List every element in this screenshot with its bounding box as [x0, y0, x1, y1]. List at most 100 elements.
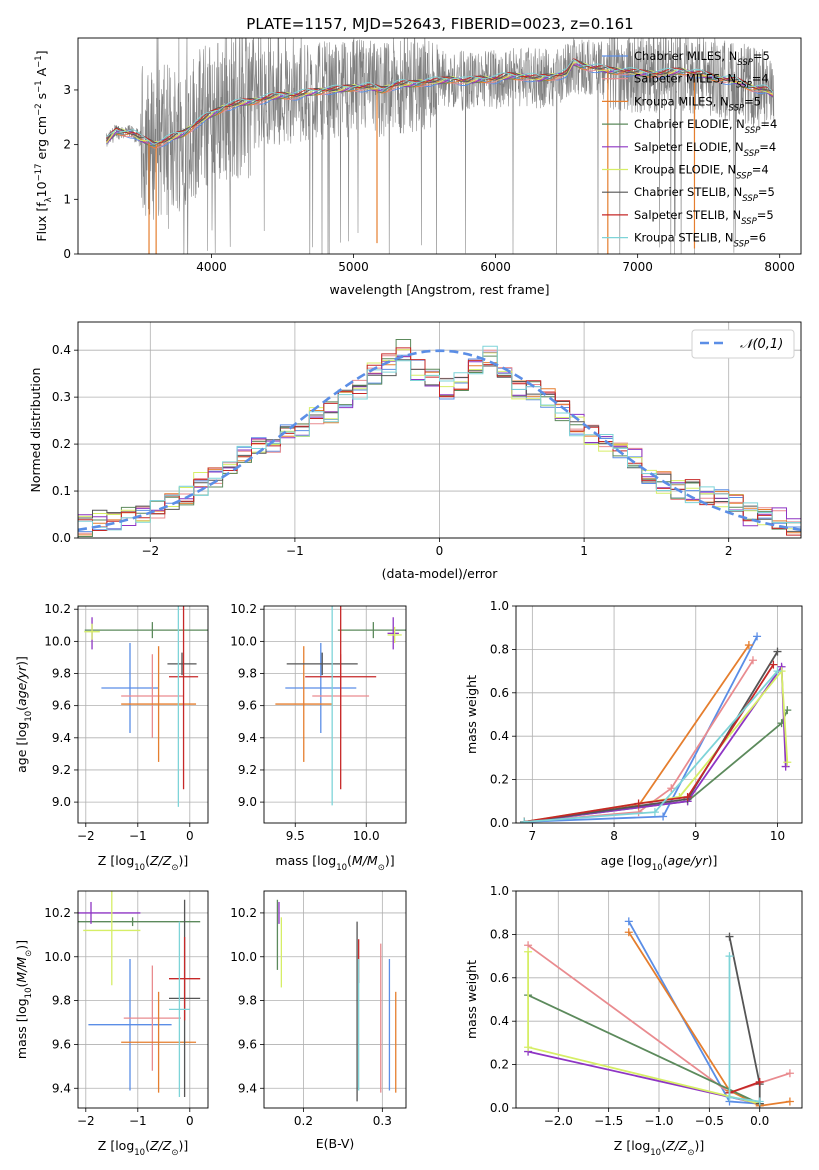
mass_vs_Z-y-axis-label-part: ⊙ [24, 950, 34, 957]
mass-weight-line [527, 951, 760, 1105]
mass-weight-marker [769, 660, 778, 669]
age_vs_mass-ytick-label: 10.0 [230, 634, 257, 648]
weight_vs_age-ytick-label: 0.2 [490, 773, 509, 787]
age_vs_Z-y-axis-label: age [log10(age/yr)] [14, 656, 34, 773]
mass_vs_ebv-x-axis-label: E(B-V) [316, 1136, 355, 1151]
age_vs_Z-xtick-label: −2 [77, 829, 95, 843]
mass_vs_ebv-ytick-label: 10.2 [230, 906, 257, 920]
mass-weight-line [524, 644, 750, 823]
mass_vs_Z-frame [77, 890, 209, 1109]
legend-entry-part: SSP [744, 149, 760, 159]
mass-weight-marker [785, 1097, 794, 1106]
mass-weight-marker [725, 1093, 734, 1102]
spectrum-xtick-label: 4000 [196, 260, 227, 274]
weight_vs_age-xtick-label: 7 [529, 829, 537, 843]
spectrum-xtick-label: 5000 [338, 260, 369, 274]
spectrum-y-axis-label-part: s [34, 93, 49, 104]
weight_vs_age-ytick-label: 1.0 [490, 599, 509, 613]
residuals-xtick-label: 0 [436, 544, 444, 558]
spectrum-xtick-label: 6000 [480, 260, 511, 274]
legend-entry: Chabrier ELODIE, NSSP=4 [634, 117, 777, 136]
legend-entry-part: Salpeter MILES, N [634, 72, 736, 86]
legend-entry-part: SSP [729, 103, 745, 113]
mass_vs_Z-xtick-label: −2 [77, 1114, 95, 1128]
residuals-ytick-label: 0.4 [52, 343, 71, 357]
spectrum-model-line [106, 63, 774, 148]
mass-weight-marker [755, 1077, 764, 1086]
age_vs_Z-marks [84, 606, 208, 807]
weight_vs_Z-x-axis-label-part: ( [661, 1138, 666, 1153]
mass_vs_ebv-marks [276, 899, 397, 1102]
spectrum-ytick-label: 3 [63, 83, 71, 97]
legend-entry: Kroupa MILES, NSSP=5 [634, 94, 761, 113]
gaussian-reference-curve [78, 349, 801, 532]
mass-weight-line [524, 664, 775, 823]
age_vs_Z-ytick-label: 10.2 [44, 602, 71, 616]
age_vs_Z-xtick-label: −1 [129, 829, 147, 843]
legend-entry: Kroupa STELIB, NSSP=6 [634, 231, 766, 250]
spectrum-y-axis-label-part: −1 [34, 55, 44, 68]
mass_vs_ebv-xtick-label: 0.2 [294, 1114, 313, 1128]
age_vs_Z-xtick-label: 0 [186, 829, 194, 843]
mass-weight-marker [725, 932, 734, 941]
legend-entry-part: =5 [757, 208, 774, 222]
age_vs_Z-ytick-label: 10.0 [44, 634, 71, 648]
legend-entry-part: Chabrier ELODIE, N [634, 117, 745, 131]
age_vs_Z-x-axis-label-part: ( [145, 853, 150, 868]
mass_vs_Z-x-axis-label: Z [log10(Z/Z⊙)] [98, 1138, 188, 1158]
mass-weight-marker [524, 1043, 533, 1052]
legend-entry-part: Kroupa STELIB, N [634, 231, 734, 245]
residual-histogram [78, 345, 801, 538]
age_vs_mass-panel: 9.5 10.0 9.0 9.2 9.4 9.6 9.8 10.0 10.2 mass [log1… [230, 602, 407, 873]
mass_vs_ebv-ytick-label: 9.6 [238, 1037, 257, 1051]
residuals-ytick-label: 0.2 [52, 437, 71, 451]
mass-weight-marker [753, 632, 762, 641]
spectrum-model-line [106, 59, 774, 145]
age_vs_Z-ytick-label: 9.4 [52, 731, 71, 745]
age_vs_mass-x-axis-label-part: ⊙ [378, 863, 385, 873]
age_vs_mass-x-axis-label-part: )] [385, 853, 395, 868]
legend-entry-part: =5 [744, 94, 761, 108]
age_vs_Z-y-axis-label-part: ( [14, 706, 29, 711]
spectrum-y-axis-label-part: −2 [34, 103, 44, 116]
residuals-xtick-label: −2 [141, 544, 159, 558]
mass_vs_ebv-panel: 0.2 0.3 9.4 9.6 9.8 10.0 10.2 E(B-V) [230, 890, 407, 1151]
age_vs_Z-ytick-label: 9.8 [52, 667, 71, 681]
spectrum-xtick-label: 7000 [622, 260, 653, 274]
legend-entry: Salpeter MILES, NSSP=4 [634, 72, 769, 91]
age_vs_Z-y-axis-label-part: 10 [24, 711, 34, 722]
mass_vs_Z-ytick-label: 9.4 [52, 1081, 71, 1095]
mass_vs_Z-xtick-label: −1 [129, 1114, 147, 1128]
mass_vs_Z-ytick-label: 9.8 [52, 994, 71, 1008]
mass-weight-marker [520, 817, 529, 823]
legend-entry: Kroupa ELODIE, NSSP=4 [634, 163, 769, 182]
age_vs_mass-ytick-label: 9.0 [238, 795, 257, 809]
legend-entry-part: SSP [734, 240, 750, 250]
age_vs_mass-x-axis-label-part: mass [log [275, 853, 336, 868]
spectrum-x-axis-label: wavelength [Angstrom, rest frame] [329, 282, 549, 297]
spectrum-ytick-label: 2 [63, 138, 71, 152]
age_vs_mass-x-axis-label-part: M/M [352, 853, 378, 868]
mass-weight-line [524, 651, 779, 823]
mass_vs_ebv-ytick-label: 9.4 [238, 1081, 257, 1095]
spectrum-y-axis-label-part: 10 [34, 181, 49, 197]
mass-weight-marker [524, 947, 533, 956]
mass-weight-marker [624, 928, 633, 937]
residuals-legend-box [691, 329, 795, 359]
age_vs_mass-x-axis-label: mass [log10(M/M⊙)] [275, 853, 394, 873]
legend-entry: Salpeter ELODIE, NSSP=4 [634, 140, 776, 159]
weight_vs_Z-xtick-label: −1.0 [644, 1114, 673, 1128]
residuals-legend-label: 𝒩(0,1) [740, 337, 783, 352]
weight_vs_Z-x-axis-label-part: Z/Z [665, 1138, 688, 1153]
weight_vs_Z-x-axis-label-part: Z [log [614, 1138, 650, 1153]
age_vs_Z-ytick-label: 9.6 [52, 699, 71, 713]
weight_vs_age-marks [520, 632, 792, 823]
age_vs_mass-marks [275, 606, 406, 806]
residuals-marks [78, 339, 801, 538]
legend-entry-part: =4 [760, 117, 777, 131]
spectrum-panel: 4000 5000 6000 7000 8000 0 1 2 3 wavelength [Angs… [34, 37, 802, 297]
residuals-frame [77, 321, 802, 539]
age_vs_mass-ytick-label: 9.6 [238, 699, 257, 713]
